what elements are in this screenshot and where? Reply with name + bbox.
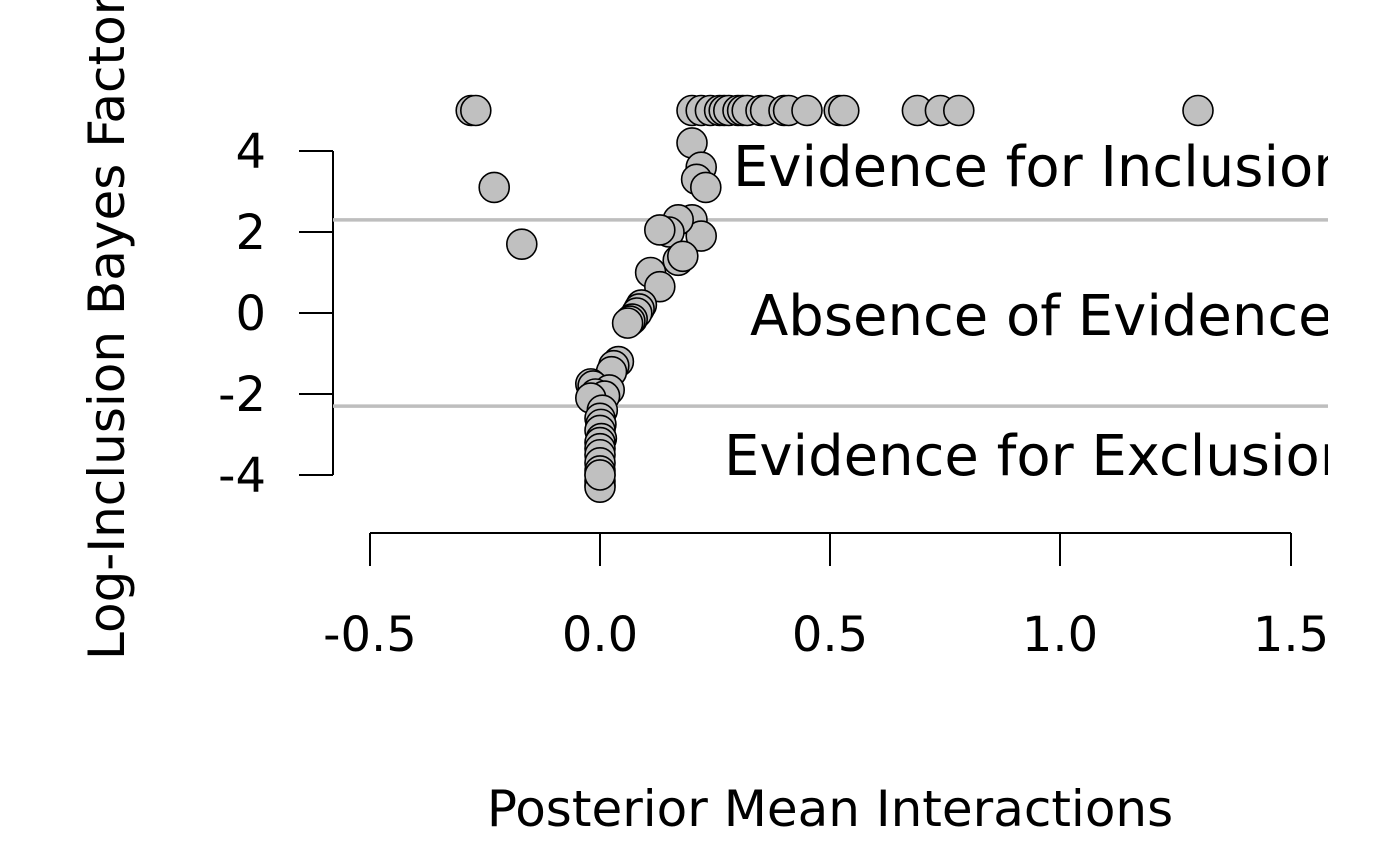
x-tick-label: 1.0 <box>1022 607 1098 663</box>
scatter-point <box>505 228 538 260</box>
y-tick-label: 0 <box>235 286 266 342</box>
x-tick-label: 1.5 <box>1253 607 1329 663</box>
scatter-point <box>478 171 511 204</box>
x-axis: -0.5 0.0 0.5 1.0 1.5 <box>323 532 1329 663</box>
scatter-point <box>942 94 975 127</box>
exclusion-region-label: Evidence for Exclusion <box>724 424 1355 489</box>
scatter-point <box>827 94 860 127</box>
scatter-point <box>685 220 718 252</box>
y-axis: 4 2 0 -2 -4 <box>218 124 334 504</box>
scatter-point <box>666 240 699 273</box>
y-tick-label: 2 <box>235 205 266 261</box>
x-tick-label: -0.5 <box>323 607 417 663</box>
x-axis-title: Posterior Mean Interactions <box>487 780 1173 838</box>
scatter-point <box>1182 94 1214 127</box>
y-axis-title: Log-Inclusion Bayes Factor <box>78 0 136 660</box>
inclusion-region-label: Evidence for Inclusion <box>733 135 1349 200</box>
scatter-point <box>459 94 492 127</box>
scatter-point <box>611 307 644 339</box>
scatter-point <box>791 94 823 127</box>
absence-region-label: Absence of Evidence <box>750 284 1333 349</box>
y-tick-label: -4 <box>218 448 266 504</box>
region-labels: Evidence for Inclusion Absence of Eviden… <box>724 135 1355 489</box>
x-tick-label: 0.5 <box>792 607 868 663</box>
scatter-point <box>584 459 616 491</box>
y-tick-label: -2 <box>218 367 266 423</box>
scatter-point <box>643 214 676 246</box>
x-tick-label: 0.0 <box>562 607 638 663</box>
scatter-point <box>689 171 722 204</box>
data-points <box>455 94 1214 503</box>
y-tick-label: 4 <box>235 124 266 180</box>
